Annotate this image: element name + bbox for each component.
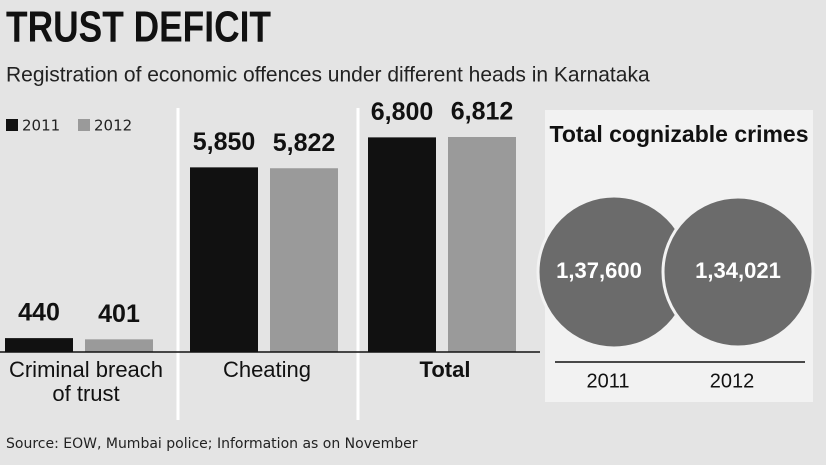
title: TRUST DEFICIT bbox=[6, 3, 271, 52]
year-label: 2012 bbox=[710, 370, 755, 392]
value-label: 440 bbox=[18, 299, 60, 327]
bar bbox=[270, 168, 338, 352]
source: Source: EOW, Mumbai police; Information … bbox=[6, 436, 418, 452]
value-label: 401 bbox=[98, 300, 140, 328]
category-label: Criminal breach of trust bbox=[8, 357, 164, 406]
legend-swatch bbox=[6, 119, 18, 131]
value-label: 5,850 bbox=[193, 128, 256, 156]
subtitle: Registration of economic offences under … bbox=[6, 64, 650, 87]
legend-label: 2012 bbox=[94, 117, 132, 135]
value-label: 1,34,021 bbox=[695, 258, 781, 283]
value-label: 1,37,600 bbox=[556, 258, 642, 283]
panel-title: Total cognizable crimes bbox=[549, 121, 808, 147]
bubble bbox=[661, 195, 815, 349]
bar bbox=[368, 137, 436, 352]
bar bbox=[448, 137, 516, 352]
bar bbox=[85, 339, 153, 352]
value-label: 6,800 bbox=[371, 98, 434, 126]
category-label: Total bbox=[419, 357, 471, 382]
year-label: 2011 bbox=[586, 370, 629, 392]
legend-swatch bbox=[78, 119, 90, 131]
bar bbox=[190, 167, 258, 352]
bar bbox=[5, 338, 73, 352]
category-label: Cheating bbox=[222, 357, 312, 382]
value-label: 5,822 bbox=[273, 129, 336, 157]
value-label: 6,812 bbox=[451, 98, 514, 126]
legend-label: 2011 bbox=[22, 117, 60, 135]
